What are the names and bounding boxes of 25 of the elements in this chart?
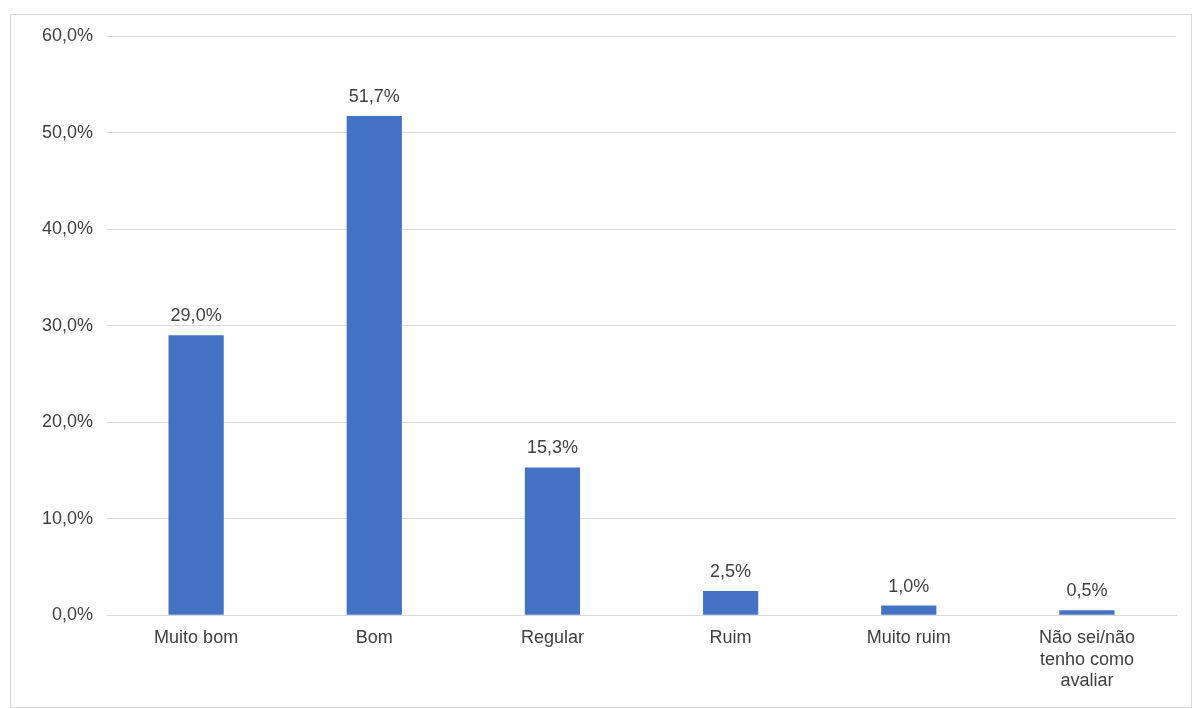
y-tick-label: 50,0% — [41, 121, 94, 142]
bar — [881, 605, 937, 615]
x-tick-label: Muito ruim — [866, 626, 951, 647]
x-tick-label: Muito bom — [154, 626, 239, 647]
bar — [524, 467, 581, 615]
data-label: 2,5% — [710, 561, 752, 582]
y-tick-label: 20,0% — [41, 411, 94, 432]
data-label: 51,7% — [348, 86, 400, 107]
y-tick-label: 30,0% — [41, 314, 94, 335]
x-tick-label: Regular — [520, 626, 584, 647]
data-label: 29,0% — [170, 305, 222, 326]
y-tick-label: 0,0% — [52, 604, 94, 625]
data-label: 1,0% — [888, 575, 930, 596]
data-label: 15,3% — [526, 437, 578, 458]
y-tick-label: 40,0% — [41, 218, 94, 239]
y-tick-label: 10,0% — [41, 507, 94, 528]
x-tick-label: Ruim — [709, 626, 752, 647]
bar — [1059, 610, 1115, 615]
y-tick-label: 60,0% — [41, 24, 94, 45]
bar — [702, 591, 759, 615]
x-tick-label: Bom — [355, 626, 393, 647]
bar — [346, 116, 402, 615]
x-tick-label: Não sei/não tenho como avaliar — [1038, 626, 1135, 691]
data-label: 0,5% — [1066, 580, 1108, 601]
bar — [168, 335, 224, 615]
